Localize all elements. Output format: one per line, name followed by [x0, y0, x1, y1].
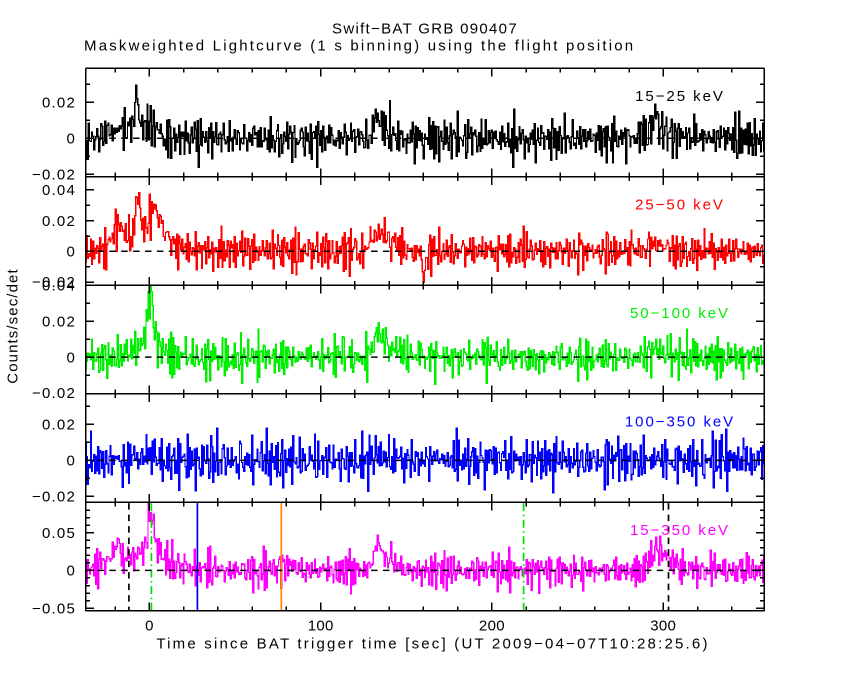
svg-text:Swift−BAT GRB 090407: Swift−BAT GRB 090407 [332, 21, 518, 38]
svg-text:−0.02: −0.02 [32, 489, 76, 506]
svg-text:0: 0 [66, 349, 76, 366]
svg-text:0: 0 [145, 618, 154, 635]
svg-text:15−350 keV: 15−350 keV [630, 522, 730, 539]
svg-text:0: 0 [66, 563, 76, 580]
svg-text:0: 0 [66, 244, 76, 261]
svg-text:−0.02: −0.02 [32, 167, 76, 184]
svg-text:0: 0 [66, 453, 76, 470]
svg-text:0.02: 0.02 [42, 417, 76, 434]
svg-text:0.02: 0.02 [42, 213, 76, 230]
svg-text:0.02: 0.02 [42, 313, 76, 330]
svg-text:0.02: 0.02 [42, 95, 76, 112]
svg-text:Maskweighted Lightcurve (1 s b: Maskweighted Lightcurve (1 s binning) us… [84, 37, 635, 54]
svg-text:100: 100 [308, 618, 334, 635]
svg-text:15−25 keV: 15−25 keV [635, 88, 725, 105]
svg-text:200: 200 [479, 618, 505, 635]
svg-text:−0.05: −0.05 [32, 600, 76, 617]
svg-text:0: 0 [66, 131, 76, 148]
svg-text:50−100 keV: 50−100 keV [630, 305, 730, 322]
svg-text:300: 300 [650, 618, 676, 635]
svg-text:100−350 keV: 100−350 keV [625, 413, 735, 430]
svg-text:0.04: 0.04 [42, 182, 76, 199]
svg-text:−0.02: −0.02 [32, 274, 76, 291]
svg-text:25−50 keV: 25−50 keV [635, 196, 725, 213]
svg-text:0.05: 0.05 [42, 525, 76, 542]
svg-text:0.04: 0.04 [42, 278, 76, 295]
svg-text:Counts/sec/det: Counts/sec/det [5, 268, 22, 383]
svg-text:Time since BAT trigger time [s: Time since BAT trigger time [sec] (UT 20… [156, 636, 709, 653]
svg-text:−0.02: −0.02 [32, 385, 76, 402]
